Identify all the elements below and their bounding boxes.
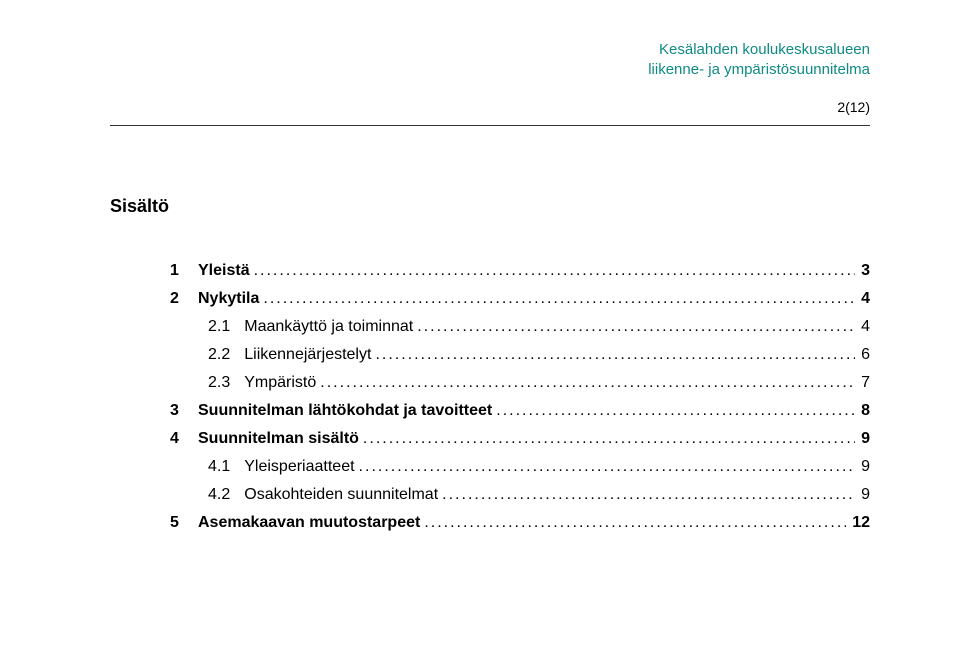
toc-entry: 3Suunnitelman lähtökohdat ja tavoitteet 8 xyxy=(170,397,870,425)
toc-entry-page: 4 xyxy=(859,285,870,313)
toc-entry-number: 2.2 xyxy=(208,341,244,369)
toc-entry-page: 8 xyxy=(859,397,870,425)
toc-leader-dots xyxy=(320,369,855,397)
toc-leader-dots xyxy=(254,257,856,285)
toc-entry-page: 6 xyxy=(859,341,870,369)
toc-entry: 4.2Osakohteiden suunnitelmat 9 xyxy=(170,481,870,509)
header-line-1: Kesälahden koulukeskusalueen xyxy=(110,40,870,60)
toc-entry-title: Suunnitelman sisältö xyxy=(198,425,359,453)
toc-entry-number: 4 xyxy=(170,425,198,453)
toc-entry-page: 9 xyxy=(859,425,870,453)
toc-leader-dots xyxy=(442,481,855,509)
toc-entry: 2.1Maankäyttö ja toiminnat 4 xyxy=(170,313,870,341)
toc-entry-title: Suunnitelman lähtökohdat ja tavoitteet xyxy=(198,397,492,425)
toc-entry-title: Maankäyttö ja toiminnat xyxy=(244,313,413,341)
toc-entry-page: 9 xyxy=(859,453,870,481)
toc-entry: 2Nykytila 4 xyxy=(170,285,870,313)
toc-entry-number: 1 xyxy=(170,257,198,285)
toc-entry-page: 7 xyxy=(859,369,870,397)
page-number: 2(12) xyxy=(110,99,870,115)
toc-entry-title: Yleistä xyxy=(198,257,250,285)
toc-leader-dots xyxy=(263,285,855,313)
toc-entry: 4Suunnitelman sisältö 9 xyxy=(170,425,870,453)
toc-entry-page: 9 xyxy=(859,481,870,509)
toc-leader-dots xyxy=(375,341,855,369)
toc-entry-number: 5 xyxy=(170,509,198,537)
toc-entry-page: 4 xyxy=(859,313,870,341)
toc-entry-title: Liikennejärjestelyt xyxy=(244,341,371,369)
toc-entry-number: 3 xyxy=(170,397,198,425)
header-line-2: liikenne- ja ympäristösuunnitelma xyxy=(110,60,870,80)
toc-entry-page: 3 xyxy=(859,257,870,285)
toc-entry: 4.1Yleisperiaatteet 9 xyxy=(170,453,870,481)
toc-entry-number: 4.2 xyxy=(208,481,244,509)
toc-entry: 2.3Ympäristö 7 xyxy=(170,369,870,397)
toc-entry-title: Ympäristö xyxy=(244,369,316,397)
toc-leader-dots xyxy=(417,313,855,341)
toc-entry-number: 2.1 xyxy=(208,313,244,341)
document-header: Kesälahden koulukeskusalueen liikenne- j… xyxy=(110,40,870,81)
toc-entry-title: Osakohteiden suunnitelmat xyxy=(244,481,438,509)
toc-entry: 2.2Liikennejärjestelyt 6 xyxy=(170,341,870,369)
toc-entry-number: 2 xyxy=(170,285,198,313)
toc-entry-number: 2.3 xyxy=(208,369,244,397)
toc-entry-title: Asemakaavan muutostarpeet xyxy=(198,509,420,537)
toc-leader-dots xyxy=(363,425,855,453)
toc-entry: 1Yleistä 3 xyxy=(170,257,870,285)
table-of-contents: 1Yleistä32Nykytila42.1Maankäyttö ja toim… xyxy=(110,257,870,537)
toc-entry-number: 4.1 xyxy=(208,453,244,481)
toc-leader-dots xyxy=(359,453,856,481)
header-rule xyxy=(110,125,870,126)
toc-leader-dots xyxy=(496,397,855,425)
toc-entry: 5Asemakaavan muutostarpeet 12 xyxy=(170,509,870,537)
toc-entry-page: 12 xyxy=(850,509,870,537)
toc-entry-title: Nykytila xyxy=(198,285,259,313)
toc-entry-title: Yleisperiaatteet xyxy=(244,453,354,481)
contents-heading: Sisältö xyxy=(110,196,870,217)
toc-leader-dots xyxy=(424,509,846,537)
